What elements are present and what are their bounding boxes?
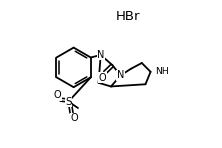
Text: O: O [70, 113, 78, 123]
Text: O: O [54, 90, 61, 100]
Text: HBr: HBr [116, 10, 140, 23]
Text: NH: NH [155, 67, 169, 76]
Text: N: N [97, 50, 104, 60]
Text: N: N [117, 70, 124, 81]
Text: O: O [98, 73, 106, 83]
Text: S: S [65, 97, 72, 107]
